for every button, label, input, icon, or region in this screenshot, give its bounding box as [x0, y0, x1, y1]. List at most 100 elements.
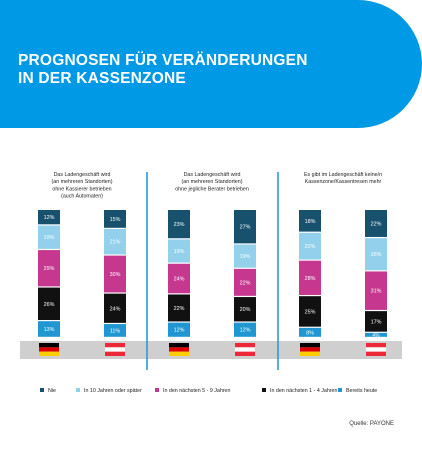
- data-label-spaeter-g2-de: 19%: [174, 249, 185, 255]
- flag-at-red-top-g1: [105, 343, 125, 348]
- data-label-eins_vier-g1-at: 24%: [110, 306, 121, 312]
- group-title-1-line-1: Das Ladengeschäft wird: [54, 172, 111, 178]
- group-title-1-line-2: (an mehreren Standorten): [52, 179, 113, 185]
- bar-segment-eins_vier-g1-at: [104, 293, 126, 323]
- group-title-1-line-3: ohne Kassierer betrieben: [52, 186, 111, 192]
- page-title-line2: IN DER KASSENZONE: [18, 70, 186, 87]
- bar-segment-nie-g1-at: [104, 210, 126, 228]
- bar-segment-nie-g2-at: [234, 210, 256, 244]
- data-label-fuenf_neun-g2-de: 24%: [174, 277, 185, 283]
- legend-label-nie: Nie: [48, 388, 56, 394]
- data-label-nie-g2-at: 27%: [240, 225, 251, 231]
- flag-de-red-g2: [169, 347, 189, 352]
- bar-segment-eins_vier-g3-at: [365, 311, 387, 332]
- bar-segment-eins_vier-g2-de: [168, 294, 190, 322]
- data-label-eins_vier-g3-at: 17%: [371, 319, 382, 325]
- flag-de-gold-g1: [39, 351, 59, 356]
- bar-segment-spaeter-g2-de: [168, 239, 190, 263]
- flag-de-gold-g3: [300, 351, 320, 356]
- bar-segment-bereits-g3-de: [299, 327, 321, 337]
- data-label-eins_vier-g3-de: 25%: [305, 309, 316, 315]
- data-label-eins_vier-g1-de: 26%: [44, 302, 55, 308]
- group-title-2-line-1: Das Ladengeschäft wird: [184, 172, 241, 178]
- legend-swatch-nie: [40, 388, 44, 392]
- bar-segment-fuenf_neun-g2-at: [234, 268, 256, 296]
- flag-de-black-g1: [39, 343, 59, 348]
- bar-segment-spaeter-g1-de: [38, 225, 60, 249]
- data-label-fuenf_neun-g3-at: 31%: [371, 289, 382, 295]
- flag-de-red-g1: [39, 347, 59, 352]
- bar-segment-bereits-g3-at: [365, 332, 387, 337]
- data-label-spaeter-g1-de: 19%: [44, 235, 55, 241]
- bar-segment-nie-g3-de: [299, 210, 321, 232]
- flag-at-red-bottom-g2: [235, 351, 255, 356]
- bar-segment-spaeter-g3-at: [365, 238, 387, 271]
- flag-de-black-g3: [300, 343, 320, 348]
- bar-segment-eins_vier-g1-de: [38, 287, 60, 320]
- bar-segment-spaeter-g2-at: [234, 244, 256, 268]
- bar-segment-bereits-g2-de: [168, 322, 190, 337]
- bar-segment-nie-g2-de: [168, 210, 190, 239]
- flag-band: [20, 341, 402, 359]
- data-label-fuenf_neun-g1-at: 30%: [110, 272, 121, 278]
- data-label-fuenf_neun-g2-at: 22%: [240, 280, 251, 286]
- flag-at-red-bottom-g1: [105, 351, 125, 356]
- data-label-eins_vier-g2-at: 20%: [240, 307, 251, 313]
- group-title-2-line-2: (an mehreren Standorten): [182, 179, 243, 185]
- data-label-eins_vier-g2-de: 22%: [174, 306, 185, 312]
- data-label-fuenf_neun-g1-de: 29%: [44, 266, 55, 272]
- flag-at-white-g1: [105, 347, 125, 352]
- bar-segment-spaeter-g1-at: [104, 229, 126, 255]
- legend-swatch-fuenf_neun: [155, 388, 159, 392]
- legend-swatch-eins_vier: [262, 388, 266, 392]
- bar-segment-eins_vier-g2-at: [234, 297, 256, 322]
- legend-label-bereits: Bereits heute: [346, 388, 377, 394]
- data-label-bereits-g2-at: 12%: [240, 328, 251, 334]
- flag-de-gold-g2: [169, 351, 189, 356]
- data-label-bereits-g3-at: 4%: [372, 333, 380, 339]
- data-label-nie-g3-de: 18%: [305, 219, 316, 225]
- data-label-nie-g3-at: 22%: [371, 221, 382, 227]
- flag-at-white-g2: [235, 347, 255, 352]
- bar-segment-nie-g3-at: [365, 210, 387, 237]
- flag-at-red-bottom-g3: [366, 351, 386, 356]
- data-label-nie-g1-de: 12%: [44, 215, 55, 221]
- data-label-bereits-g3-de: 8%: [306, 330, 314, 336]
- bar-segment-bereits-g1-de: [38, 321, 60, 337]
- bar-segment-eins_vier-g3-de: [299, 296, 321, 327]
- legend-label-eins_vier: In den nächsten 1 - 4 Jahren: [270, 388, 337, 394]
- legend-label-spaeter: In 10 Jahren oder später: [84, 388, 142, 394]
- bar-segment-nie-g1-de: [38, 210, 60, 225]
- flag-at-red-top-g3: [366, 343, 386, 348]
- data-label-spaeter-g3-at: 26%: [371, 252, 382, 258]
- group-title-3-line-2: Kassenzone/Kassentresen mehr: [305, 179, 382, 185]
- bar-segment-fuenf_neun-g3-at: [365, 271, 387, 310]
- bar-segment-bereits-g1-at: [104, 324, 126, 337]
- flag-at-white-g3: [366, 347, 386, 352]
- bar-segment-fuenf_neun-g2-de: [168, 263, 190, 294]
- bar-segment-bereits-g2-at: [234, 322, 256, 337]
- source-note: Quelle: PAYONE: [349, 421, 394, 427]
- legend-label-fuenf_neun: In den nächsten 5 - 9 Jahren: [163, 388, 230, 394]
- bar-segment-spaeter-g3-de: [299, 232, 321, 260]
- bar-segment-fuenf_neun-g1-at: [104, 255, 126, 293]
- data-label-spaeter-g2-at: 19%: [240, 254, 251, 260]
- legend-swatch-spaeter: [76, 388, 80, 392]
- group-title-3-line-1: Es gibt im Ladengeschäft keine/n: [304, 172, 382, 178]
- flag-at-red-top-g2: [235, 343, 255, 348]
- data-label-bereits-g1-at: 11%: [110, 328, 121, 334]
- data-label-bereits-g1-de: 13%: [44, 327, 55, 333]
- bar-segment-fuenf_neun-g1-de: [38, 250, 60, 287]
- data-label-nie-g2-de: 23%: [174, 222, 185, 228]
- flag-de-black-g2: [169, 343, 189, 348]
- data-label-fuenf_neun-g3-de: 28%: [305, 276, 316, 282]
- flag-de-red-g3: [300, 347, 320, 352]
- data-label-bereits-g2-de: 12%: [174, 328, 185, 334]
- group-title-1-line-4: (auch Automaten): [61, 194, 103, 200]
- group-title-2-line-3: ohne jegliche Berater betrieben: [175, 186, 249, 192]
- bar-segment-fuenf_neun-g3-de: [299, 260, 321, 295]
- data-label-spaeter-g3-de: 22%: [305, 244, 316, 250]
- legend-swatch-bereits: [338, 388, 342, 392]
- data-label-spaeter-g1-at: 21%: [110, 240, 121, 246]
